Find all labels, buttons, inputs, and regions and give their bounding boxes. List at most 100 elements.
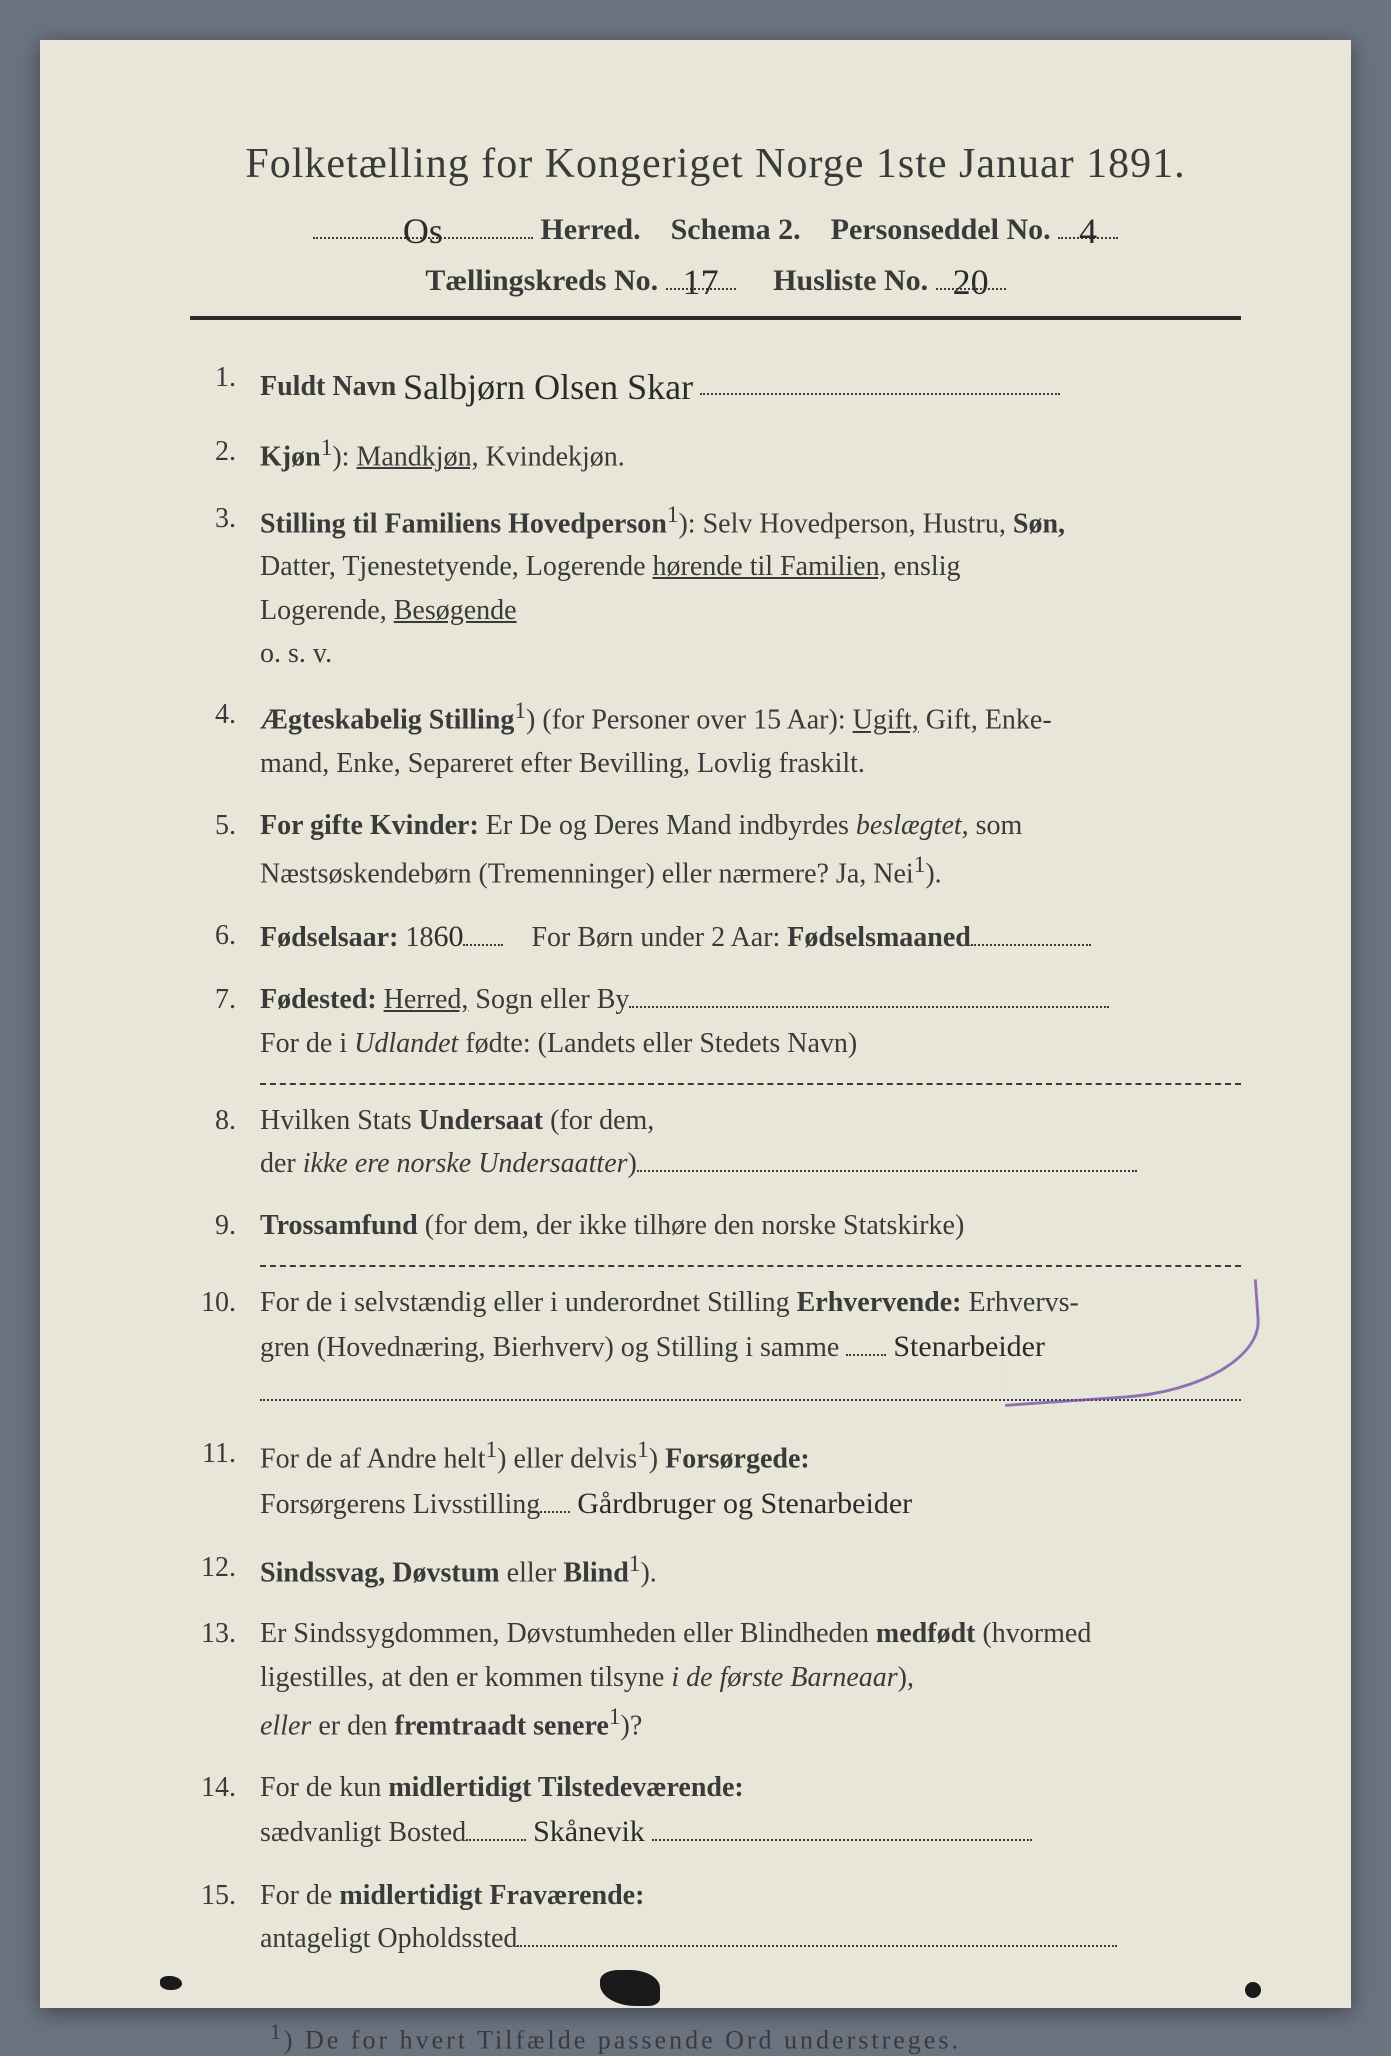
dash-rule-1 xyxy=(260,1083,1241,1085)
tail: )? xyxy=(621,1710,643,1741)
year-prefix: 18 xyxy=(398,922,433,953)
l2a: ligestilles, at den er kommen tilsyne xyxy=(260,1662,671,1693)
item-num: 5. xyxy=(190,804,260,847)
label: Fødested: xyxy=(260,984,377,1015)
label: For gifte Kvinder: xyxy=(260,810,479,841)
item-body: Ægteskabelig Stilling1) (for Personer ov… xyxy=(260,693,1241,785)
b1: Forsørgede: xyxy=(665,1444,810,1475)
l2b: ) xyxy=(628,1148,637,1179)
dot xyxy=(629,980,1109,1008)
personseddel-label: Personseddel No. xyxy=(831,213,1051,246)
t1: Hvilken Stats xyxy=(260,1105,419,1136)
item-body: For de kun midlertidigt Tilstedeværende:… xyxy=(260,1766,1241,1856)
i1: Udlandet xyxy=(354,1028,458,1059)
item-body: Fødested: Herred, Sogn eller By For de i… xyxy=(260,978,1241,1065)
item-body: Er Sindssygdommen, Døvstumheden eller Bl… xyxy=(260,1612,1241,1748)
kreds-label: Tællingskreds No. xyxy=(425,264,658,297)
item-num: 13. xyxy=(190,1612,260,1655)
b2: fremtraadt senere xyxy=(395,1710,609,1741)
item-13: 13. Er Sindssygdommen, Døvstumheden elle… xyxy=(190,1612,1241,1748)
label: Fuldt Navn xyxy=(260,371,396,402)
opt-mandkjon: Mandkjøn, xyxy=(356,441,478,472)
l3a: Logerende, xyxy=(260,595,394,626)
item-num: 15. xyxy=(190,1874,260,1917)
divider-top xyxy=(190,316,1241,320)
item-body: Fuldt Navn Salbjørn Olsen Skar xyxy=(260,356,1241,412)
item-num: 7. xyxy=(190,978,260,1021)
item-9: 9. Trossamfund (for dem, der ikke tilhør… xyxy=(190,1204,1241,1247)
b1: medfødt xyxy=(876,1618,976,1649)
label: Stilling til Familiens Hovedperson xyxy=(260,508,667,539)
t1: eller xyxy=(500,1557,564,1588)
item-num: 9. xyxy=(190,1204,260,1247)
header-line-2: Tællingskreds No. 17 Husliste No. 20 xyxy=(190,257,1241,298)
item-body: Trossamfund (for dem, der ikke tilhøre d… xyxy=(260,1204,1241,1247)
item-num: 1. xyxy=(190,356,260,399)
item-num: 6. xyxy=(190,914,260,957)
label: Fødselsaar: xyxy=(260,922,398,953)
s1: 1 xyxy=(486,1437,498,1463)
opt-kvindekjon: Kvindekjøn. xyxy=(486,441,625,472)
item-num: 3. xyxy=(190,497,260,540)
dot xyxy=(540,1485,570,1513)
l3a: eller xyxy=(260,1710,311,1741)
t2: (hvormed xyxy=(975,1618,1091,1649)
t2: (for dem, xyxy=(543,1105,654,1136)
item-14: 14. For de kun midlertidigt Tilstedevære… xyxy=(190,1766,1241,1856)
item-3: 3. Stilling til Familiens Hovedperson1):… xyxy=(190,497,1241,676)
l2a: For de i xyxy=(260,1028,354,1059)
l2: mand, Enke, Separeret efter Bevilling, L… xyxy=(260,748,865,779)
b1: midlertidigt Fraværende: xyxy=(339,1880,644,1911)
item-num: 12. xyxy=(190,1546,260,1589)
fn-text: ) De for hvert Tilfælde passende Ord und… xyxy=(284,2026,961,2055)
t1: (for dem, der ikke tilhøre den norske St… xyxy=(418,1210,965,1241)
herred-label: Herred. xyxy=(540,213,640,246)
ink-blot xyxy=(160,1976,182,1990)
b1: Trossamfund xyxy=(260,1210,418,1241)
t1: For de kun xyxy=(260,1772,388,1803)
b2: Fødselsmaaned xyxy=(787,922,971,953)
item-num: 8. xyxy=(190,1099,260,1142)
item-num: 4. xyxy=(190,693,260,736)
year-value: 60 xyxy=(433,920,463,953)
item-num: 11. xyxy=(190,1432,260,1475)
sup: 1 xyxy=(321,435,333,461)
t2: ) eller delvis xyxy=(497,1444,637,1475)
t3: ) xyxy=(649,1444,665,1475)
personseddel-blank: 4 xyxy=(1058,206,1118,239)
son: Søn, xyxy=(1013,508,1065,539)
kreds-blank: 17 xyxy=(666,257,736,290)
residence-value: Skånevik xyxy=(533,1815,645,1848)
item-6: 6. Fødselsaar: 1860 For Børn under 2 Aar… xyxy=(190,914,1241,961)
sup: 1 xyxy=(514,698,526,724)
item-num: 10. xyxy=(190,1281,260,1324)
dot xyxy=(637,1144,1137,1172)
item-body: Stilling til Familiens Hovedperson1): Se… xyxy=(260,497,1241,676)
census-form-page: Folketælling for Kongeriget Norge 1ste J… xyxy=(40,40,1351,2008)
l2: Forsørgerens Livsstilling xyxy=(260,1489,540,1520)
fn-sup: 1 xyxy=(270,2020,284,2044)
l4: o. s. v. xyxy=(260,638,332,669)
item-body: For gifte Kvinder: Er De og Deres Mand i… xyxy=(260,804,1241,896)
i1: beslægtet, xyxy=(856,810,969,841)
husliste-label: Husliste No. xyxy=(773,264,928,297)
i1: i de første Barneaar xyxy=(671,1662,897,1693)
item-1: 1. Fuldt Navn Salbjørn Olsen Skar xyxy=(190,356,1241,412)
ink-blot xyxy=(600,1970,660,2006)
item-body: For de midlertidigt Fraværende: antageli… xyxy=(260,1874,1241,1961)
item-8: 8. Hvilken Stats Undersaat (for dem, der… xyxy=(190,1099,1241,1186)
item-num: 14. xyxy=(190,1766,260,1809)
l2: antageligt Opholdssted xyxy=(260,1923,517,1954)
u2: Besøgende xyxy=(394,595,517,626)
dot xyxy=(846,1328,886,1356)
footnote: 1) De for hvert Tilfælde passende Ord un… xyxy=(270,2020,1241,2056)
sup: 1 xyxy=(609,1704,621,1730)
i1: ikke ere norske Undersaatter xyxy=(303,1148,628,1179)
sup: 1 xyxy=(629,1551,641,1577)
header-line-1: Os Herred. Schema 2. Personseddel No. 4 xyxy=(190,206,1241,247)
t1: ): Selv Hovedperson, Hustru, xyxy=(678,508,1012,539)
herred-value: Os xyxy=(403,210,443,252)
item-body: Fødselsaar: 1860 For Børn under 2 Aar: F… xyxy=(260,914,1241,961)
dash-rule-2 xyxy=(260,1265,1241,1267)
l2b: ), xyxy=(898,1662,914,1693)
